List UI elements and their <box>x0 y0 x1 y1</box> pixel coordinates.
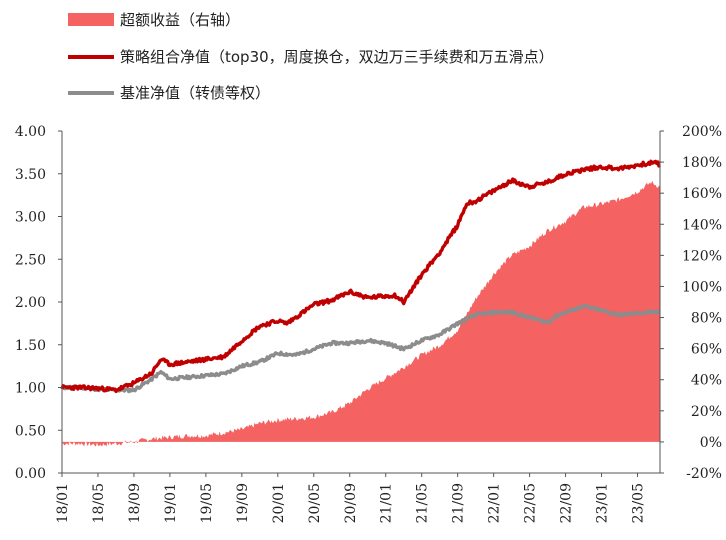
right-tick-label: 160% <box>682 186 722 202</box>
right-tick-label: 100% <box>682 279 722 295</box>
legend-label-benchmark: 基准净值（转债等权） <box>120 84 270 102</box>
right-tick-label: 180% <box>682 155 722 171</box>
x-tick-label: 19/05 <box>199 483 215 523</box>
right-tick-label: 120% <box>682 248 722 264</box>
line-benchmark-nav <box>61 303 661 394</box>
x-tick-label: 19/09 <box>235 483 251 523</box>
right-tick-label: 140% <box>682 217 722 233</box>
axes <box>58 130 664 477</box>
x-tick-label: 21/09 <box>451 483 467 523</box>
right-tick-label: 40% <box>691 373 722 389</box>
x-tick-label: 22/01 <box>487 483 503 523</box>
area-series-excess-return <box>62 180 660 447</box>
line-series-group <box>60 159 661 394</box>
left-tick-label: 4.00 <box>15 124 46 140</box>
left-tick-label: 3.50 <box>15 167 46 183</box>
legend-swatch-area <box>68 13 114 26</box>
x-tick-label: 21/05 <box>415 483 431 523</box>
x-tick-label: 22/05 <box>523 483 539 523</box>
x-tick-label: 23/05 <box>631 483 647 523</box>
legend-label-strategy: 策略组合净值（top30，周度换仓，双边万三手续费和万五滑点） <box>120 48 554 66</box>
x-tick-label: 20/05 <box>307 483 323 523</box>
line-strategy-nav <box>60 159 661 394</box>
left-tick-label: 0.50 <box>15 423 46 439</box>
right-tick-label: -20% <box>686 466 722 482</box>
right-tick-label: 60% <box>691 342 722 358</box>
right-tick-label: 80% <box>691 311 722 327</box>
x-tick-label: 21/01 <box>379 483 395 523</box>
left-tick-label: 2.50 <box>15 252 46 268</box>
x-tick-label: 22/09 <box>559 483 575 523</box>
legend: 超额收益（右轴） 策略组合净值（top30，周度换仓，双边万三手续费和万五滑点）… <box>68 11 554 102</box>
x-tick-label: 18/05 <box>91 483 107 523</box>
left-tick-label: 1.00 <box>15 381 46 397</box>
left-tick-label: 2.00 <box>15 295 46 311</box>
tick-labels: 0.00 0.50 1.00 1.50 2.00 2.50 3.00 3.50 4.00 -20%… <box>15 124 722 523</box>
x-tick-label: 18/09 <box>127 483 143 523</box>
x-tick-label: 18/01 <box>55 483 71 523</box>
x-tick-label: 20/01 <box>271 483 287 523</box>
right-tick-label: 20% <box>691 404 722 420</box>
left-tick-label: 3.00 <box>15 210 46 226</box>
x-tick-label: 20/09 <box>343 483 359 523</box>
left-tick-label: 0.00 <box>15 466 46 482</box>
left-tick-label: 1.50 <box>15 338 46 354</box>
legend-label-area: 超额收益（右轴） <box>120 11 240 29</box>
x-tick-label: 23/01 <box>595 483 611 523</box>
x-tick-label: 19/01 <box>163 483 179 523</box>
area-excess-return <box>62 180 660 447</box>
right-tick-label: 0% <box>700 435 722 451</box>
right-tick-label: 200% <box>682 124 722 140</box>
